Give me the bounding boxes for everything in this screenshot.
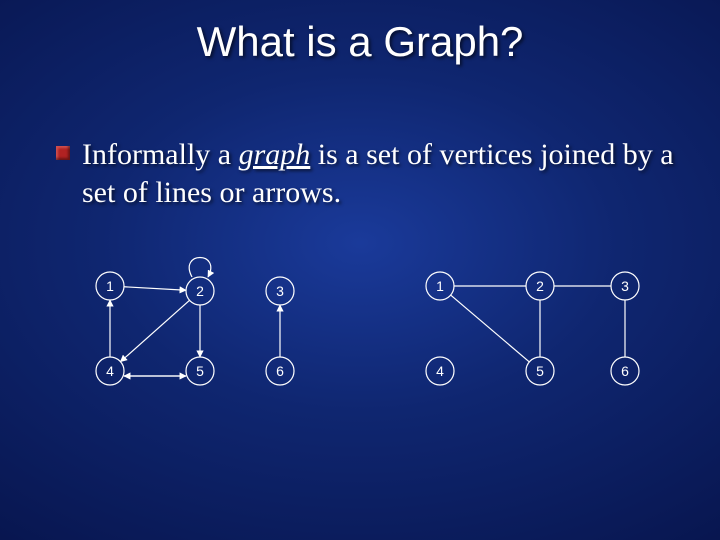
- node-label-3: 3: [621, 278, 629, 294]
- node-label-6: 6: [276, 363, 284, 379]
- node-label-5: 5: [536, 363, 544, 379]
- bullet-icon: [56, 146, 70, 160]
- node-label-4: 4: [436, 363, 444, 379]
- undirected-graph: 1 2 3 4 5 6: [400, 231, 700, 431]
- bullet-em: graph: [239, 138, 311, 171]
- bullet-pre: Informally a: [82, 138, 239, 171]
- node-label-1: 1: [106, 278, 114, 294]
- node-label-2: 2: [536, 278, 544, 294]
- graphs-area: 1 2 3 4 5 6 1 2 3 4 5 6: [0, 231, 720, 451]
- node-label-1: 1: [436, 278, 444, 294]
- node-label-3: 3: [276, 283, 284, 299]
- node-label-4: 4: [106, 363, 114, 379]
- bullet-text: Informally a graph is a set of vertices …: [82, 136, 680, 211]
- bullet-row: Informally a graph is a set of vertices …: [56, 136, 680, 211]
- node-label-5: 5: [196, 363, 204, 379]
- slide-title: What is a Graph?: [0, 18, 720, 66]
- node-label-6: 6: [621, 363, 629, 379]
- directed-graph: 1 2 3 4 5 6: [70, 231, 370, 431]
- node-label-2: 2: [196, 283, 204, 299]
